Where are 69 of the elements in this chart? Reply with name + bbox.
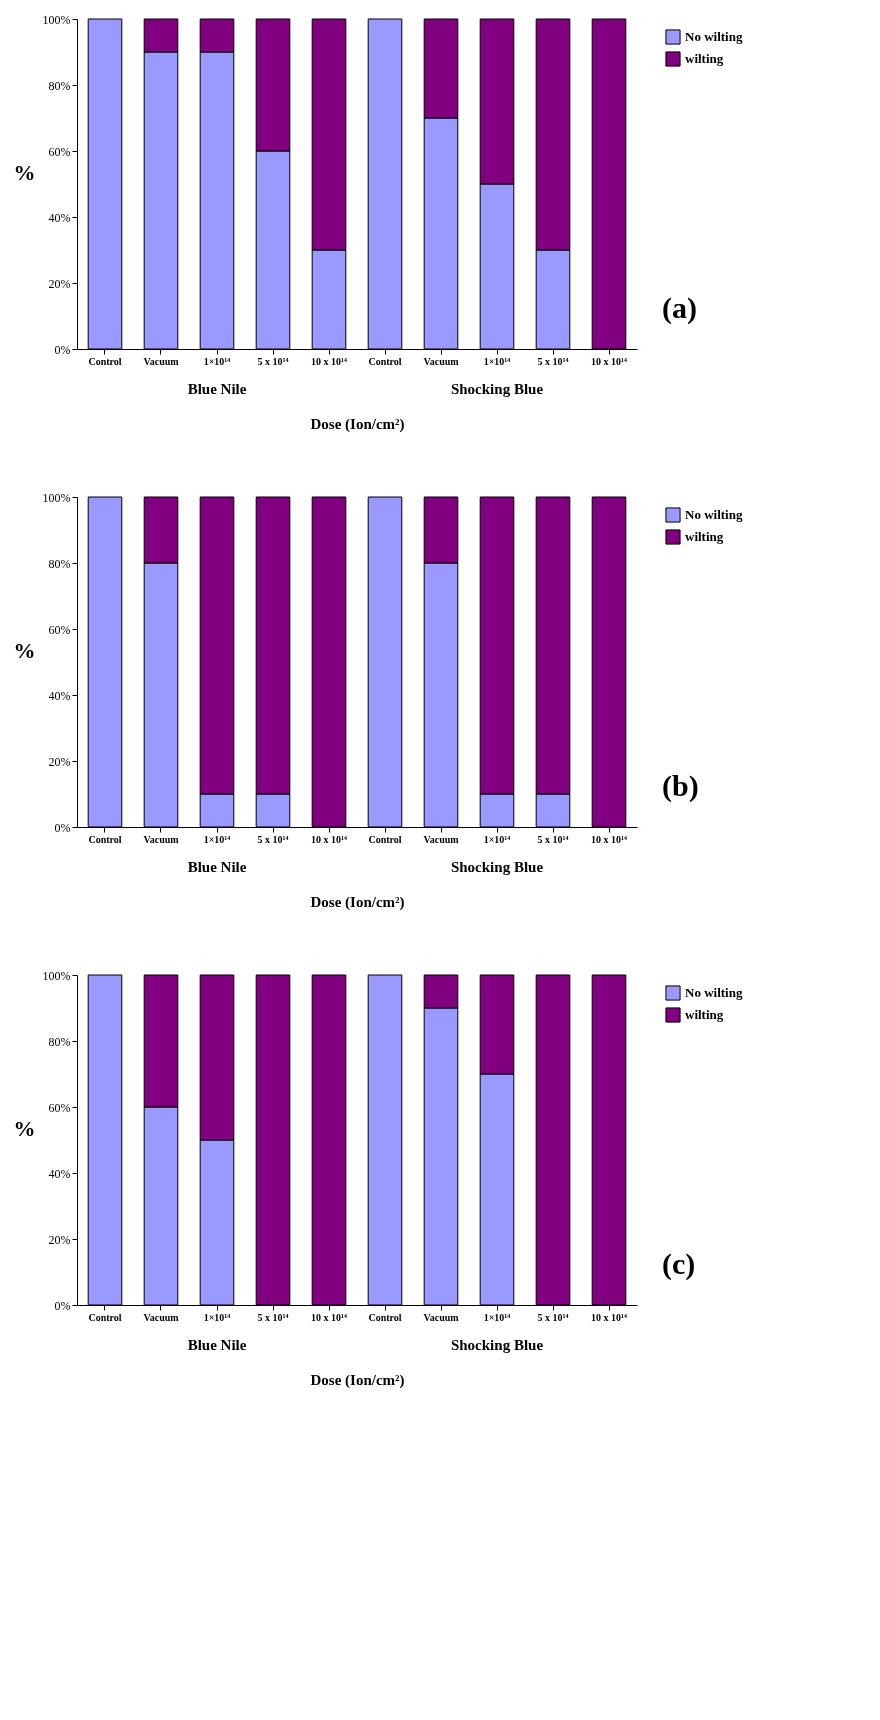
x-tick-label: Vacuum	[423, 1311, 460, 1323]
x-tick-label: 1×10¹⁴	[483, 833, 511, 845]
y-tick-label: 40%	[48, 210, 71, 225]
text: Blue Nile	[187, 1337, 247, 1353]
y-tick-label: 0%	[54, 342, 71, 357]
x-tick-label: 5 x 10¹⁴	[257, 355, 289, 367]
y-tick-label: 20%	[48, 276, 71, 291]
legend-label: No wilting	[685, 507, 743, 522]
y-tick-label: 100%	[42, 968, 71, 983]
y-tick-label: 60%	[48, 144, 71, 159]
legend-label: wilting	[685, 529, 724, 544]
x-tick-label: 10 x 10¹⁴	[311, 833, 347, 845]
x-tick-label: 10 x 10¹⁴	[591, 833, 627, 845]
y-tick-label: 20%	[48, 1232, 71, 1247]
y-axis-title: %	[13, 159, 36, 185]
x-tick-label: Control	[88, 833, 122, 845]
y-tick-label: 100%	[42, 490, 71, 505]
legend-label: wilting	[685, 1007, 724, 1022]
x-tick-label: 5 x 10¹⁴	[537, 1311, 569, 1323]
x-tick-label: 1×10¹⁴	[483, 355, 511, 367]
y-tick-label: 0%	[54, 1298, 71, 1313]
text: (a)	[662, 291, 697, 325]
y-tick-label: 80%	[48, 1034, 71, 1049]
y-tick-label: 20%	[48, 754, 71, 769]
text: (b)	[662, 769, 699, 803]
y-tick-label: 80%	[48, 556, 71, 571]
x-tick-label: 10 x 10¹⁴	[311, 1311, 347, 1323]
x-tick-label: Vacuum	[143, 1311, 180, 1323]
y-tick-label: 40%	[48, 688, 71, 703]
x-tick-label: 10 x 10¹⁴	[591, 1311, 627, 1323]
legend-label: No wilting	[685, 29, 743, 44]
x-tick-label: 10 x 10¹⁴	[591, 355, 627, 367]
x-tick-label: 1×10¹⁴	[203, 1311, 231, 1323]
x-tick-label: 1×10¹⁴	[483, 1311, 511, 1323]
y-tick-label: 80%	[48, 78, 71, 93]
x-axis-title: Dose (Ion/cm²)	[310, 1371, 405, 1389]
x-axis-title: Dose (Ion/cm²)	[310, 415, 405, 433]
x-tick-label: Vacuum	[423, 833, 460, 845]
y-tick-label: 60%	[48, 622, 71, 637]
text: (c)	[662, 1247, 696, 1281]
y-axis-title: %	[13, 637, 36, 663]
x-tick-label: Control	[368, 355, 402, 367]
x-tick-label: Control	[368, 833, 402, 845]
y-tick-label: 60%	[48, 1100, 71, 1115]
text: Shocking Blue	[450, 381, 544, 397]
x-tick-label: 1×10¹⁴	[203, 355, 231, 367]
legend-label: No wilting	[685, 985, 743, 1000]
x-tick-label: 5 x 10¹⁴	[257, 1311, 289, 1323]
text: Blue Nile	[187, 859, 247, 875]
y-tick-label: 0%	[54, 820, 71, 835]
x-tick-label: 5 x 10¹⁴	[537, 833, 569, 845]
x-tick-label: 5 x 10¹⁴	[537, 355, 569, 367]
legend-label: wilting	[685, 51, 724, 66]
x-tick-label: 1×10¹⁴	[203, 833, 231, 845]
text: Blue Nile	[187, 381, 247, 397]
y-axis-title: %	[13, 1115, 36, 1141]
x-tick-label: Control	[368, 1311, 402, 1323]
x-tick-label: 10 x 10¹⁴	[311, 355, 347, 367]
text: Shocking Blue	[450, 1337, 544, 1353]
text: Shocking Blue	[450, 859, 544, 875]
x-tick-label: Vacuum	[143, 833, 180, 845]
x-tick-label: Vacuum	[423, 355, 460, 367]
x-tick-label: Control	[88, 355, 122, 367]
x-tick-label: 5 x 10¹⁴	[257, 833, 289, 845]
y-tick-label: 40%	[48, 1166, 71, 1181]
x-tick-label: Control	[88, 1311, 122, 1323]
x-axis-title: Dose (Ion/cm²)	[310, 893, 405, 911]
x-tick-label: Vacuum	[143, 355, 180, 367]
y-tick-label: 100%	[42, 12, 71, 27]
